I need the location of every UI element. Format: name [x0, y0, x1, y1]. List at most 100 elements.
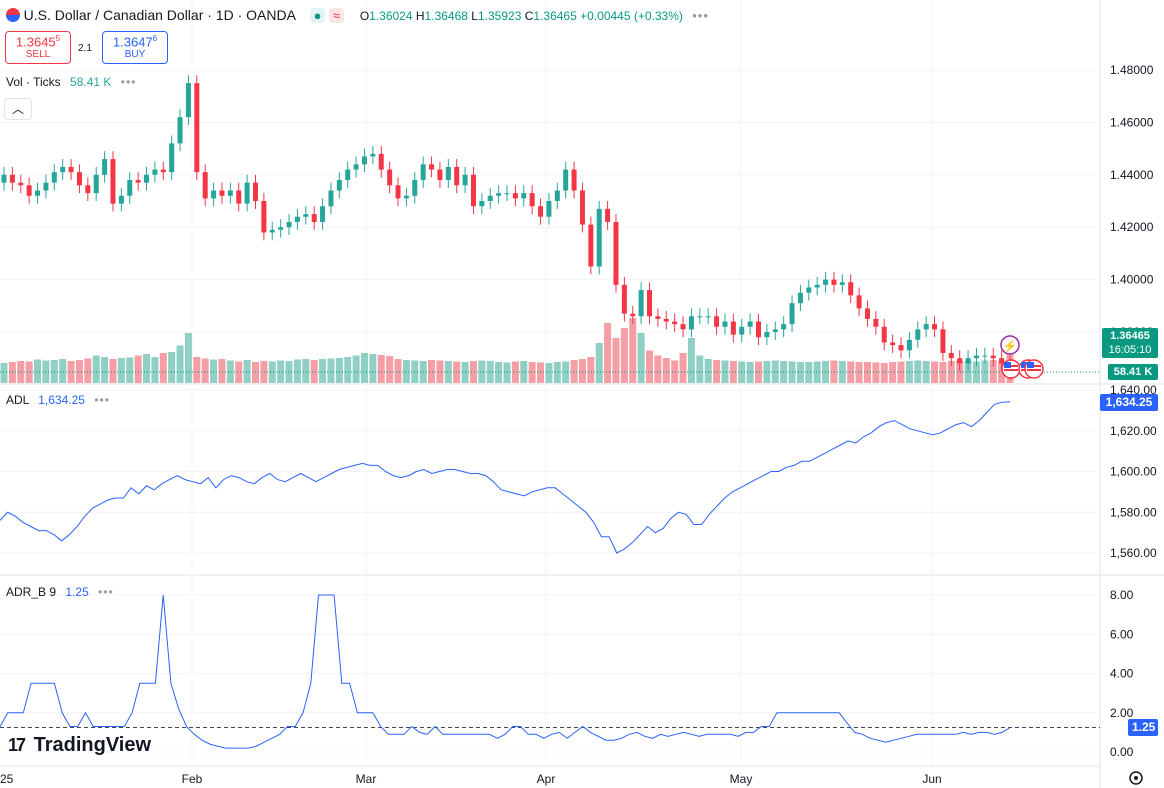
volume-bar	[59, 359, 67, 383]
volume-bar	[335, 358, 343, 383]
candle-body	[563, 169, 569, 191]
volume-bar	[394, 359, 402, 383]
volume-bar	[344, 357, 352, 383]
more-icon[interactable]: •••	[692, 8, 709, 23]
last-price-tag: 1.36465 16:05:10	[1102, 328, 1158, 358]
volume-bar	[201, 358, 209, 383]
volume-bar	[469, 361, 477, 383]
adr-tick-label: 2.00	[1110, 706, 1134, 720]
volume-bar	[327, 358, 335, 383]
candle-body	[403, 195, 409, 199]
price-tick-label: 1.44000	[1110, 168, 1154, 182]
adr-line	[0, 594, 1011, 749]
volume-bar	[713, 360, 721, 383]
us-flag-event-icon[interactable]	[1001, 359, 1021, 379]
candle-body	[965, 358, 971, 364]
volume-bar	[360, 353, 368, 383]
open-value: 1.36024	[369, 9, 413, 23]
candle-body	[9, 174, 15, 183]
volume-bar	[428, 360, 436, 383]
volume-bar	[729, 361, 737, 383]
candle-body	[85, 185, 91, 194]
volume-bar	[872, 362, 880, 383]
candle-body	[43, 182, 49, 191]
low-label: L	[471, 9, 478, 23]
adl-tick-label: 1,640.00	[1110, 383, 1157, 397]
sell-button[interactable]: 1.36455 SELL	[5, 31, 71, 64]
candle-body	[378, 153, 384, 170]
candle-body	[320, 206, 326, 222]
volume-bar	[671, 360, 679, 383]
volume-bar	[302, 359, 310, 383]
candle-body	[588, 224, 594, 267]
volume-bar	[159, 353, 167, 383]
volume-bar	[956, 360, 964, 383]
volume-bar	[143, 354, 151, 383]
brand-name: TradingView	[33, 734, 152, 756]
news-marker-icon[interactable]: ⚡	[1000, 335, 1020, 355]
us-flag-event-icon-3[interactable]	[1024, 359, 1044, 379]
volume-bar	[578, 359, 586, 383]
volume-more-icon[interactable]: •••	[120, 75, 137, 89]
volume-tag: 58.41 K	[1108, 364, 1158, 380]
candle-body	[747, 321, 753, 327]
volume-bar	[964, 361, 972, 383]
adr-tick-label: 4.00	[1110, 667, 1134, 681]
adr-legend-param: 9	[49, 585, 57, 599]
adl-legend[interactable]: ADL 1,634.25 •••	[6, 393, 110, 407]
candle-body	[219, 190, 225, 196]
candle-body	[353, 164, 359, 170]
volume-legend-name: Vol · Ticks	[6, 75, 61, 89]
candle-body	[18, 182, 24, 186]
volume-bar	[620, 328, 628, 383]
buy-button[interactable]: 1.36476 BUY	[102, 31, 168, 64]
volume-bar	[537, 362, 545, 383]
high-value: 1.36468	[424, 9, 468, 23]
volume-bar	[520, 361, 528, 383]
candle-body	[470, 174, 476, 207]
tradingview-logo[interactable]: 17 TradingView	[8, 734, 151, 757]
candle-body	[244, 182, 250, 204]
time-tick-label: Jun	[922, 772, 941, 786]
gear-icon[interactable]	[1129, 771, 1143, 785]
adr-legend[interactable]: ADR_B 9 1.25 •••	[6, 585, 114, 599]
adr-tick-label: 6.00	[1110, 627, 1134, 641]
candle-body	[429, 164, 435, 170]
volume-bar	[0, 363, 8, 383]
volume-bar	[503, 362, 511, 383]
symbol-title[interactable]: U.S. Dollar / Canadian Dollar · 1D · OAN…	[23, 7, 296, 23]
wave-icon[interactable]: ≈	[329, 8, 345, 23]
volume-legend[interactable]: Vol · Ticks 58.41 K •••	[6, 75, 136, 89]
price-tick-label: 1.42000	[1110, 220, 1154, 234]
adl-legend-value: 1,634.25	[38, 393, 85, 407]
candle-body	[688, 316, 694, 330]
candle-body	[538, 206, 544, 217]
adr-more-icon[interactable]: •••	[98, 585, 114, 599]
volume-bar	[17, 361, 25, 383]
candle-body	[35, 190, 41, 196]
candle-body	[546, 201, 552, 217]
volume-bar	[654, 355, 662, 383]
collapse-legend-chevron-up-icon[interactable]: ︿	[4, 98, 32, 120]
adl-more-icon[interactable]: •••	[94, 393, 110, 407]
candle-body	[144, 174, 150, 183]
volume-bar	[67, 361, 75, 383]
adl-tag: 1,634.25	[1100, 394, 1158, 411]
adl-line	[0, 401, 1011, 554]
adl-legend-name: ADL	[6, 393, 29, 407]
sell-label: SELL	[25, 49, 51, 61]
volume-bar	[931, 361, 939, 383]
volume-bar	[293, 359, 301, 383]
volume-bar	[25, 361, 33, 383]
candle-body	[797, 292, 803, 304]
candle-body	[303, 214, 309, 217]
volume-bar	[545, 363, 553, 383]
candle-body	[118, 195, 124, 204]
volume-bar	[771, 360, 779, 383]
candle-body	[160, 169, 166, 173]
candle-body	[764, 332, 770, 338]
candle-body	[211, 190, 217, 199]
volume-bar	[813, 361, 821, 383]
market-open-icon[interactable]: ●	[309, 8, 326, 23]
